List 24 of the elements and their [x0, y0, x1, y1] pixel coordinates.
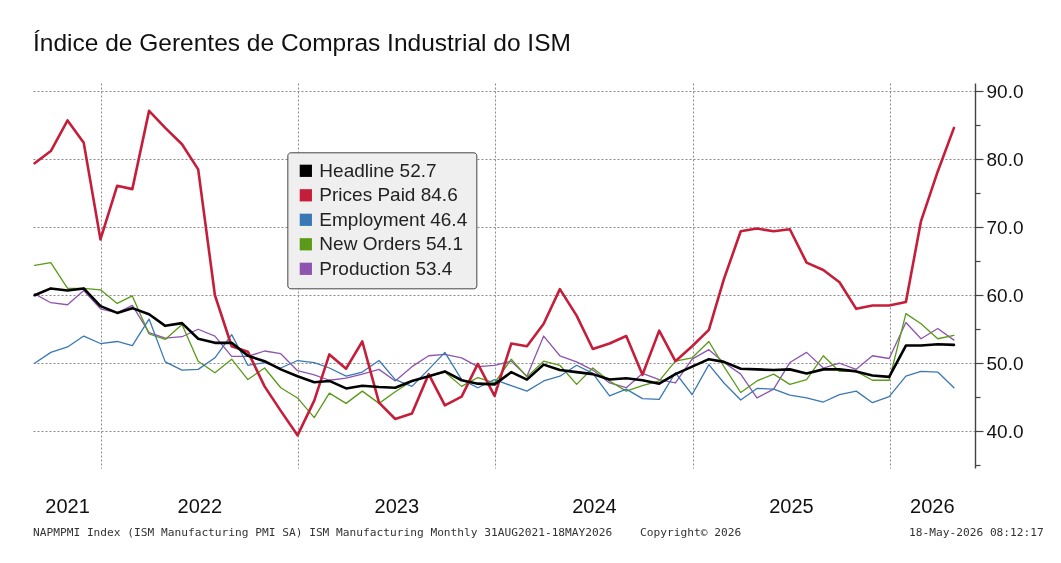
text: NAPMPMI Index (ISM Manufacturing PMI SA) ISM Manufacturing Monthly 31AUG2021-18MAY2026 [33, 526, 613, 539]
x-tick-label: 2026 [910, 494, 955, 517]
line-series [33, 109, 956, 437]
line-series [33, 261, 955, 419]
legend-label: Production 53.4 [319, 257, 453, 279]
line-series [33, 318, 955, 404]
y-tick-label: 80.0 [986, 148, 1024, 170]
text: Copyright© 2026 [640, 526, 742, 539]
legend-label: Prices Paid 84.6 [319, 184, 458, 206]
x-tick-label: 2025 [769, 494, 814, 517]
legend-label: Headline 52.7 [319, 159, 437, 181]
x-tick-label: 2023 [374, 494, 420, 517]
legend-label: New Orders 54.1 [319, 233, 463, 255]
text: 18-May-2026 08:12:17 [909, 526, 1044, 539]
y-tick-label: 60.0 [986, 284, 1024, 306]
y-tick-label: 70.0 [986, 216, 1024, 238]
chart-title: Índice de Gerentes de Compras Industrial do ISM [33, 28, 571, 56]
x-tick-label: 2022 [177, 494, 223, 517]
x-tick-label: 2021 [45, 494, 90, 517]
y-tick-label: 90.0 [986, 80, 1024, 102]
y-tick-label: 40.0 [986, 420, 1024, 442]
legend-label: Employment 46.4 [319, 208, 468, 230]
x-tick-label: 2024 [572, 494, 617, 517]
y-tick-label: 50.0 [986, 352, 1024, 374]
